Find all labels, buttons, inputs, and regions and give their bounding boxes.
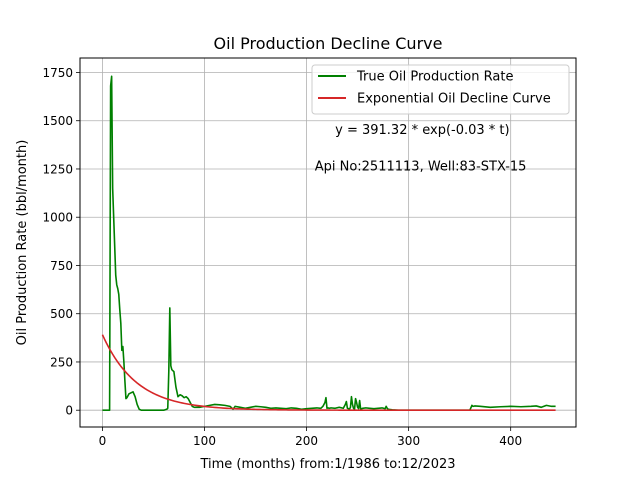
plot-data-area [101, 75, 556, 412]
x-tick-label: 200 [295, 434, 318, 448]
y-tick-label: 0 [65, 404, 73, 418]
series-lines [101, 75, 556, 412]
legend-label-true-rate: True Oil Production Rate [356, 70, 513, 85]
x-tick-label: 100 [193, 434, 216, 448]
y-tick-label: 500 [50, 307, 73, 321]
y-tick-label: 1750 [42, 66, 73, 80]
annotations: y = 391.32 * exp(-0.03 * t) Api No:25111… [315, 123, 527, 175]
x-tick-label: 300 [397, 434, 420, 448]
y-tick-label: 1000 [42, 211, 73, 225]
ticks: 0 100 200 300 400 0 250 500 750 1000 1250 1500 1750 [42, 66, 522, 448]
y-tick-label: 1250 [42, 162, 73, 176]
y-axis-label: Oil Production Rate (bbl/month) [15, 140, 30, 346]
grid [80, 58, 576, 427]
y-tick-label: 1500 [42, 114, 73, 128]
plot-frame [79, 57, 577, 428]
y-tick-label: 250 [50, 355, 73, 369]
well-info-annotation: Api No:2511113, Well:83-STX-15 [315, 160, 527, 175]
x-tick-label: 0 [99, 434, 107, 448]
legend-box [311, 64, 570, 115]
chart-title: Oil Production Decline Curve [214, 34, 443, 53]
legend-label-exponential-curve: Exponential Oil Decline Curve [357, 92, 551, 107]
legend: True Oil Production Rate Exponential Oil… [311, 64, 570, 115]
y-tick-label: 750 [50, 259, 73, 273]
x-tick-label: 400 [499, 434, 522, 448]
equation-annotation: y = 391.32 * exp(-0.03 * t) [335, 123, 509, 138]
x-axis-label: Time (months) from:1/1986 to:12/2023 [199, 457, 455, 472]
series-exponential-decline-line [101, 334, 556, 412]
